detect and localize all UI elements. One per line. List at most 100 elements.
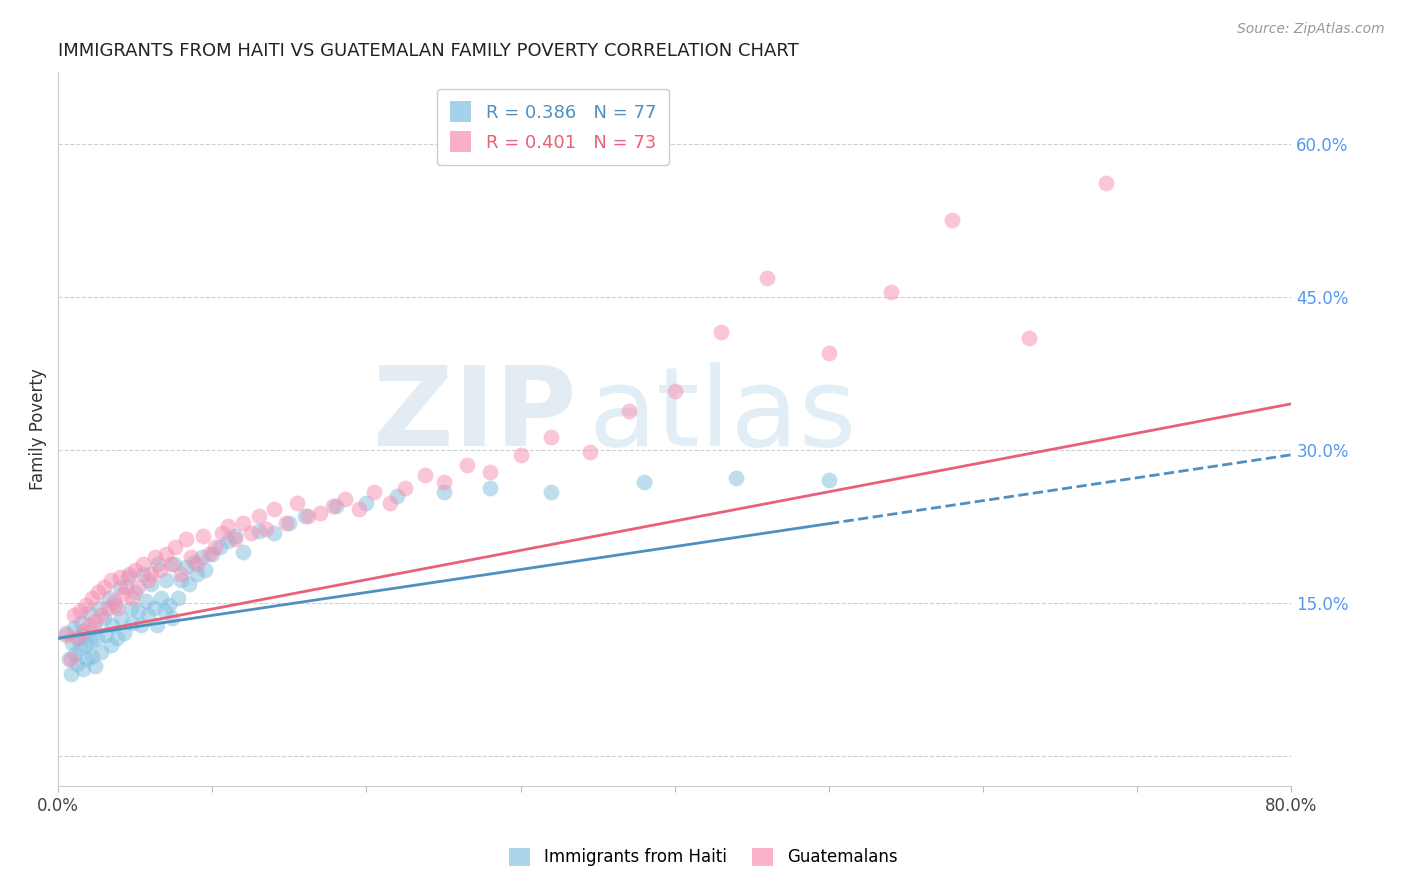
Point [132,557,155,571]
Point [76,651,98,665]
Point [148,557,170,571]
Point [356,496,378,510]
Point [263,501,285,516]
Point [276,516,298,530]
Point [333,491,356,506]
Point [579,444,602,458]
Point [72,624,94,639]
Point [105,632,128,646]
Point [58,651,80,665]
Point [509,448,531,462]
Point [159,557,181,571]
Point [179,577,201,591]
Point [725,471,748,485]
Point [285,496,308,510]
Point [540,430,562,444]
Point [232,516,254,530]
Point [111,587,134,601]
Point [136,607,159,622]
Point [254,522,277,536]
Point [186,567,208,582]
Point [79,634,101,648]
Point [174,533,197,547]
Point [100,573,122,587]
Point [198,547,221,561]
Point [59,651,82,665]
Point [1018,330,1040,344]
Point [70,615,93,630]
Point [108,580,131,594]
Point [67,632,90,646]
Point [55,626,77,640]
Point [163,557,186,571]
Point [139,567,162,582]
Point [153,604,176,618]
Point [378,496,401,510]
Point [101,618,124,632]
Point [105,600,128,615]
Point [170,573,193,587]
Point [114,626,136,640]
Point [143,549,166,564]
Point [879,285,901,299]
Point [157,598,180,612]
Point [87,585,110,599]
Point [121,591,143,605]
Point [75,639,97,653]
Point [72,662,94,676]
Point [135,593,157,607]
Point [387,489,409,503]
Point [297,508,319,523]
Point [756,271,779,285]
Point [117,570,139,584]
Point [239,526,262,541]
Point [124,563,146,577]
Point [127,580,149,594]
Point [59,667,82,681]
Point [90,644,112,658]
Y-axis label: Family Poverty: Family Poverty [30,368,46,491]
Point [62,621,84,635]
Point [66,632,89,646]
Point [132,567,155,582]
Point [818,346,841,360]
Point [139,577,162,591]
Point [83,621,105,635]
Point [194,563,217,577]
Point [394,482,416,496]
Point [224,533,246,547]
Text: atlas: atlas [589,361,858,468]
Point [136,573,159,587]
Point [162,611,184,625]
Point [80,648,103,663]
Point [60,636,83,650]
Point [190,549,212,564]
Point [217,534,239,549]
Point [247,524,270,539]
Point [478,482,501,496]
Point [224,529,246,543]
Point [204,540,226,554]
Point [170,567,193,582]
Point [294,508,316,523]
Point [103,593,125,607]
Point [100,639,122,653]
Point [664,384,686,398]
Point [232,544,254,558]
Point [98,591,121,605]
Point [127,604,149,618]
Point [110,611,132,625]
Point [217,519,239,533]
Point [155,547,177,561]
Point [183,555,205,569]
Point [263,526,285,541]
Point [347,501,370,516]
Point [120,600,142,615]
Point [150,591,173,605]
Point [209,540,232,554]
Point [69,641,91,656]
Text: IMMIGRANTS FROM HAITI VS GUATEMALAN FAMILY POVERTY CORRELATION CHART: IMMIGRANTS FROM HAITI VS GUATEMALAN FAMI… [58,42,799,60]
Point [478,465,501,479]
Point [941,213,963,227]
Point [818,473,841,487]
